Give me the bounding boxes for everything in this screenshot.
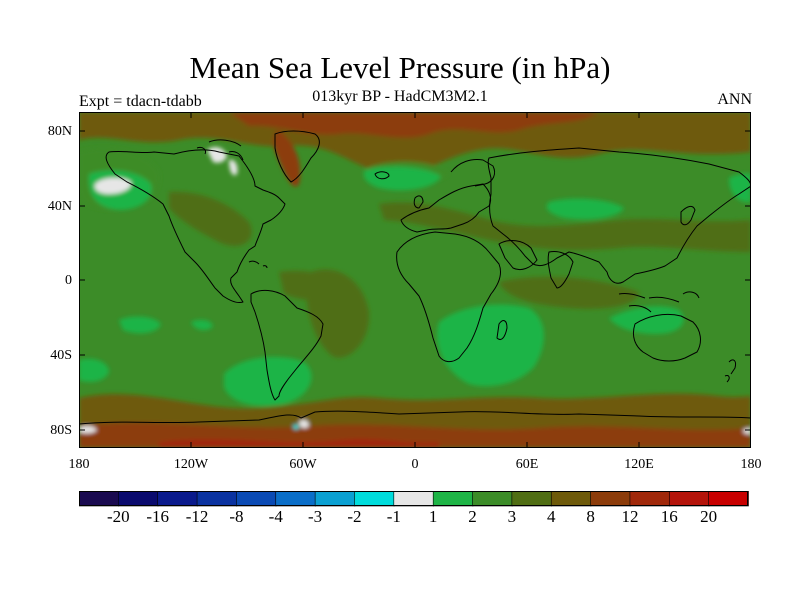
colorbar-label: 2 [468, 507, 477, 526]
contour-lightgreen-atlantic [363, 166, 441, 191]
lon-label-180e: 180 [740, 457, 762, 472]
contour-brown-north [79, 112, 751, 175]
colorbar-label: 8 [586, 507, 595, 526]
colorbar-label: 1 [428, 507, 438, 526]
coast-asia [487, 147, 751, 284]
colorbar-swatch [354, 491, 395, 507]
coast-europe [400, 183, 492, 233]
contour-olive-indian [499, 276, 639, 309]
coast-africa [396, 231, 502, 363]
colorbar-label: 4 [546, 507, 556, 526]
coast-new-zealand [724, 359, 736, 383]
colorbar-swatch [275, 491, 316, 507]
lat-label-0: 0 [65, 273, 72, 288]
colorbar-swatch [590, 491, 631, 507]
coastlines [79, 130, 751, 425]
contour-lightgreen-asia [546, 198, 624, 220]
colorbar-swatch [393, 491, 434, 507]
coast-caribbean [248, 260, 268, 269]
lon-label-120e: 120E [624, 457, 654, 472]
contour-cyan-antarctic [293, 424, 299, 430]
coast-japan [680, 205, 696, 226]
coast-india [547, 251, 574, 289]
contour-olive-northamerica [169, 191, 252, 246]
colorbar-swatch [629, 491, 671, 507]
map-ticks [79, 112, 751, 448]
pressure-map [79, 112, 751, 448]
colorbar-swatch [708, 491, 749, 507]
colorbar-label: 3 [507, 507, 517, 526]
contour-rust-north [229, 112, 599, 138]
lat-label-80s: 80S [50, 423, 72, 438]
colorbar-swatch [668, 491, 710, 507]
colorbar-label: -20 [107, 507, 130, 526]
coast-antarctica [79, 410, 751, 425]
colorbar-swatch [118, 491, 159, 507]
contour-white-northpacific [94, 177, 132, 194]
coast-arabia [498, 240, 538, 271]
contour-lightgreen-southamerica-west [79, 358, 109, 382]
coast-australia [632, 313, 701, 362]
coast-canadian-arctic [196, 139, 244, 161]
contour-lightgreen-pacificne [729, 173, 751, 203]
coast-madagascar [496, 320, 508, 341]
colorbar-label: -16 [146, 507, 170, 526]
colorbar-label: -8 [229, 507, 244, 526]
coast-indonesia [618, 291, 700, 313]
lon-label-60e: 60E [515, 457, 539, 472]
contour-white-antarctic-peninsula [299, 419, 309, 429]
season-label: ANN [717, 91, 752, 108]
lon-label-120w: 120W [173, 457, 209, 472]
contour-lightgreen-southpacific-small [119, 316, 161, 334]
lon-label-180w: 180 [68, 457, 90, 472]
coast-iceland [374, 171, 390, 180]
pressure-contours [79, 112, 751, 448]
colorbar-swatch [550, 491, 592, 507]
colorbar-label: 12 [621, 507, 639, 526]
colorbar-label: -2 [347, 507, 362, 526]
contour-white-antarctic-west [79, 425, 97, 434]
contour-lightgreen-southpacific-dot [191, 319, 213, 331]
colorbar-border [79, 491, 748, 506]
colorbar-label: -1 [386, 507, 401, 526]
coast-north-america [105, 149, 286, 303]
colorbar-swatch [511, 491, 553, 507]
contour-red-south [159, 438, 439, 448]
colorbar-swatch [157, 491, 198, 507]
contour-lightgreen-southpacific-large [224, 356, 312, 407]
coast-scandinavia [450, 159, 496, 187]
colorbar-label: -12 [185, 507, 209, 526]
colorbar-swatch [432, 491, 474, 507]
lat-label-40n: 40N [47, 199, 72, 214]
lon-label-0: 0 [411, 457, 419, 472]
lat-label-80n: 80N [47, 124, 72, 139]
colorbar-label: 20 [700, 507, 718, 526]
colorbar-label: -3 [308, 507, 323, 526]
colorbar [79, 491, 749, 507]
coast-uk [413, 195, 424, 209]
chart-subtitle: 013kyr BP - HadCM3M2.1 [312, 88, 488, 105]
colorbar-swatch [472, 491, 513, 507]
contour-white-hudson2 [229, 159, 238, 176]
contour-olive-eurasia [379, 202, 751, 252]
experiment-label: Expt = tdacn-tdabb [79, 93, 202, 110]
colorbar-swatch [236, 491, 277, 507]
colorbar-swatch [314, 491, 356, 507]
lat-label-40s: 40S [50, 348, 72, 363]
contour-lightgreen-southatlantic [437, 304, 544, 387]
colorbar-swatch [79, 491, 120, 507]
colorbar-label: -4 [268, 507, 283, 526]
coast-greenland [274, 130, 320, 183]
contour-lightgreen-southindian [609, 306, 684, 334]
colorbar-swatch [196, 491, 238, 507]
coast-south-america [250, 289, 324, 401]
contour-olive-southeast-pacific [306, 269, 370, 358]
lon-label-60w: 60W [289, 457, 317, 472]
contour-rust-greenland [273, 130, 301, 187]
colorbar-label: 16 [660, 507, 678, 526]
chart-title: Mean Sea Level Pressure (in hPa) [189, 50, 611, 85]
